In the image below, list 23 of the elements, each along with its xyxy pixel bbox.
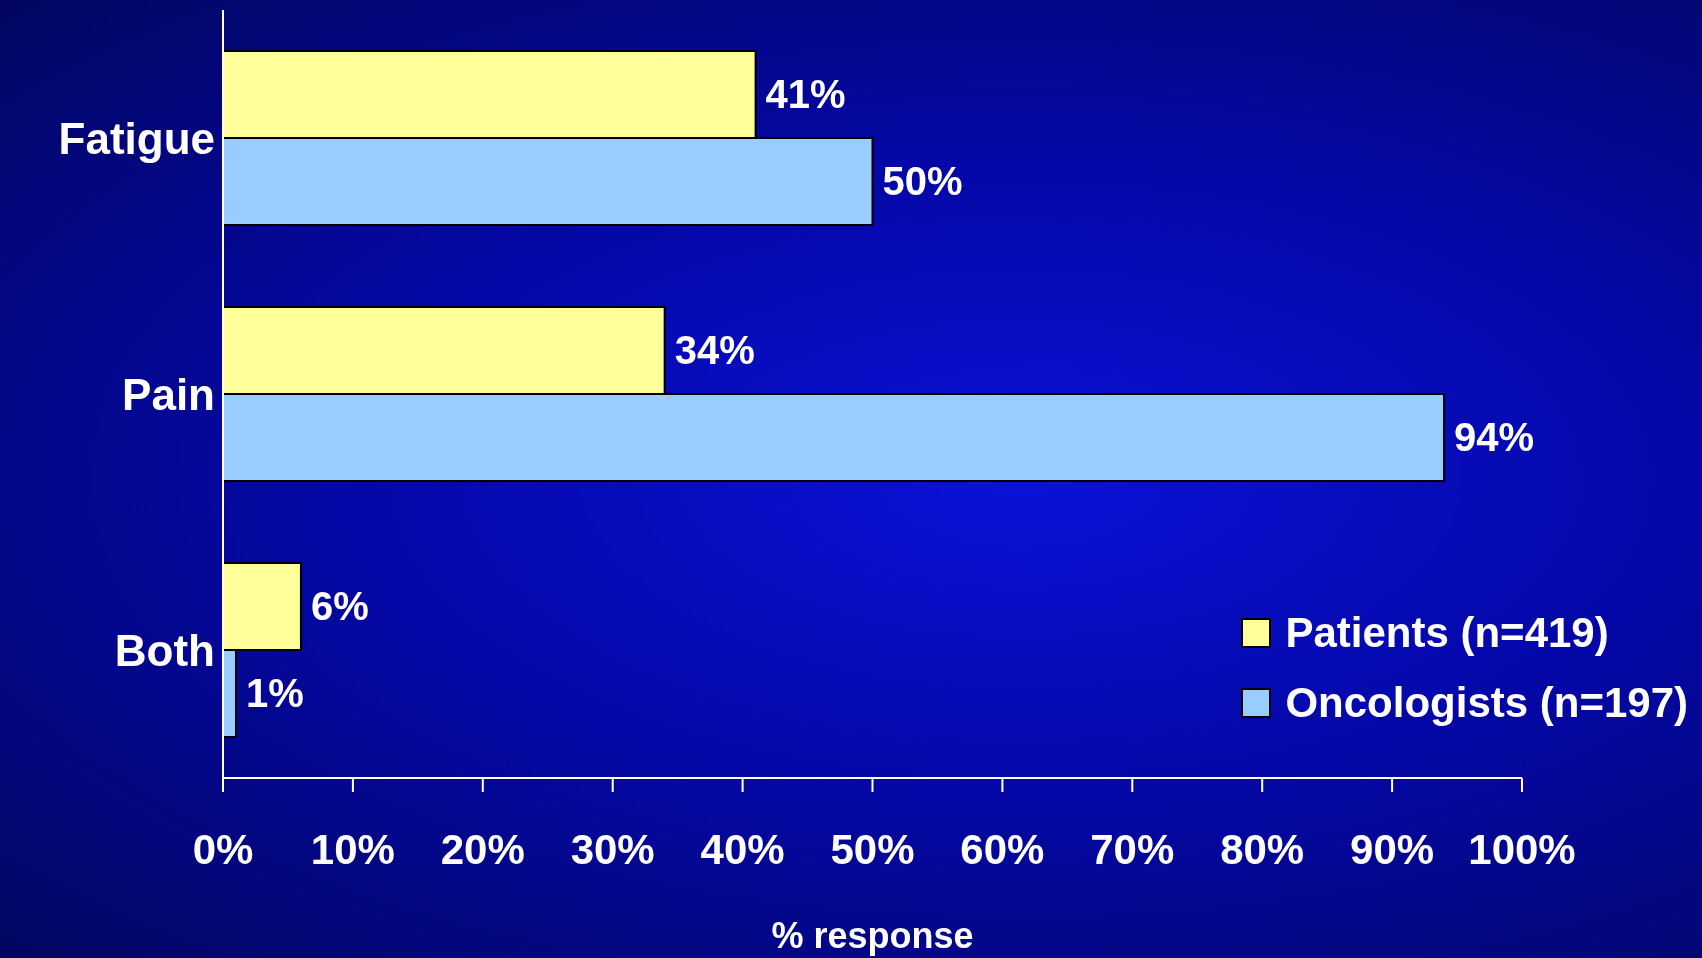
x-tick-label: 50% bbox=[830, 825, 915, 873]
x-tick-label: 20% bbox=[440, 825, 525, 873]
x-tick-label: 10% bbox=[310, 825, 395, 873]
x-tick-label: 0% bbox=[192, 825, 254, 873]
data-label: 94% bbox=[1454, 415, 1535, 460]
x-tick-label: 100% bbox=[1468, 825, 1576, 873]
x-tick-label: 40% bbox=[700, 825, 785, 873]
data-label: 41% bbox=[765, 72, 846, 117]
y-tick-label: Pain bbox=[122, 369, 215, 419]
x-tick-label: 70% bbox=[1090, 825, 1175, 873]
x-tick-label: 90% bbox=[1350, 825, 1435, 873]
x-tick-label: 30% bbox=[570, 825, 655, 873]
x-tick-label: 60% bbox=[960, 825, 1045, 873]
legend-label: Oncologists (n=197) bbox=[1285, 679, 1688, 727]
x-tick-label: 80% bbox=[1220, 825, 1305, 873]
legend-label: Patients (n=419) bbox=[1285, 609, 1609, 657]
data-label: 6% bbox=[310, 584, 369, 629]
data-label: 50% bbox=[882, 159, 963, 204]
y-tick-label: Fatigue bbox=[58, 113, 215, 163]
data-label: 34% bbox=[674, 328, 755, 373]
x-axis-title: % response bbox=[771, 915, 974, 956]
data-label: 1% bbox=[245, 671, 304, 716]
y-tick-label: Both bbox=[114, 625, 215, 675]
